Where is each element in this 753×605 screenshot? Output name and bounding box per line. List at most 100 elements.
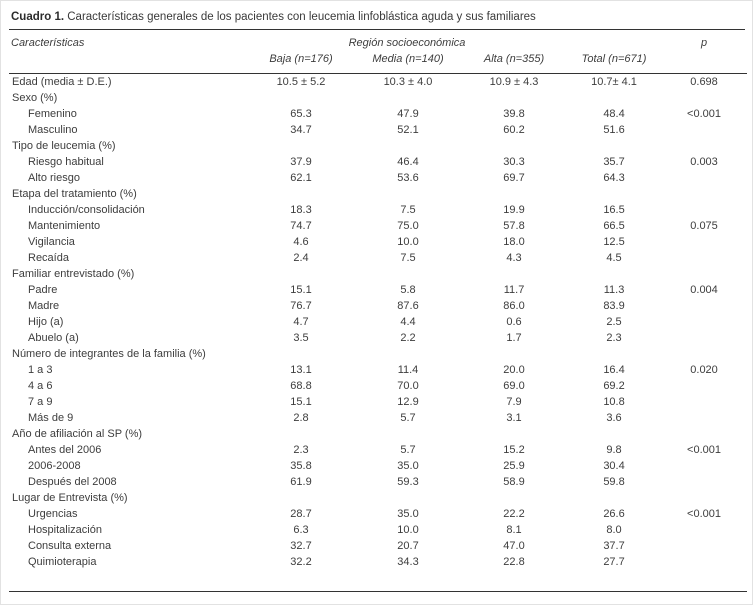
cell-total: 16.4: [603, 363, 625, 376]
cell-media: 10.0: [397, 523, 419, 536]
cell-alta: 19.9: [503, 203, 525, 216]
cell-media: 5.7: [400, 411, 416, 424]
table-row: Año de afiliación al SP (%): [9, 426, 747, 442]
row-label: Riesgo habitual: [28, 155, 104, 168]
table-row: Abuelo (a) 3.5 2.2 1.7 2.3: [9, 330, 747, 346]
cell-baja: 10.5 ± 5.2: [276, 75, 326, 88]
row-label: Antes del 2006: [28, 443, 102, 456]
row-label: Lugar de Entrevista (%): [12, 491, 128, 504]
cell-media: 5.7: [400, 443, 416, 456]
cell-alta: 4.3: [506, 251, 522, 264]
cell-total: 11.3: [603, 283, 625, 296]
table-row: Tipo de leucemia (%): [9, 138, 747, 154]
cell-p: [661, 298, 747, 314]
cell-alta: [461, 90, 567, 106]
cell-p: 0.020: [690, 363, 718, 376]
cell-total: 10.7± 4.1: [591, 75, 637, 88]
cell-baja: [247, 90, 355, 106]
cell-total: [567, 90, 661, 106]
cell-baja: [247, 138, 355, 154]
cell-media: 53.6: [397, 171, 419, 184]
cell-alta: 57.8: [503, 219, 525, 232]
cell-alta: 18.0: [503, 235, 525, 248]
cell-baja: 15.1: [290, 395, 312, 408]
cell-media: 35.0: [397, 459, 419, 472]
cell-alta: 7.9: [506, 395, 522, 408]
row-label: Más de 9: [28, 411, 74, 424]
cell-baja: 32.7: [290, 539, 312, 552]
cell-p: [661, 410, 747, 426]
cell-alta: 22.2: [503, 507, 525, 520]
table-row: Mantenimiento 74.7 75.0 57.8 66.5 0.075: [9, 218, 747, 234]
cell-baja: 76.7: [290, 299, 312, 312]
row-label: 4 a 6: [28, 379, 53, 392]
cell-media: 2.2: [400, 331, 416, 344]
row-label: Vigilancia: [28, 235, 75, 248]
cell-baja: [247, 186, 355, 202]
cell-alta: 8.1: [506, 523, 522, 536]
cell-p: [661, 426, 747, 442]
cell-p: [661, 538, 747, 554]
cell-total: 3.6: [606, 411, 622, 424]
table-row: Consulta externa 32.7 20.7 47.0 37.7: [9, 538, 747, 554]
cell-p: <0.001: [687, 507, 721, 520]
cell-p: [661, 330, 747, 346]
cell-p: 0.003: [690, 155, 718, 168]
cell-alta: 1.7: [506, 331, 522, 344]
cell-baja: 6.3: [293, 523, 309, 536]
column-header-p: p: [700, 37, 708, 49]
cell-total: [567, 266, 661, 282]
row-label: Quimioterapia: [28, 555, 97, 568]
cell-total: 4.5: [606, 251, 622, 264]
cell-p: [661, 202, 747, 218]
cell-p: [661, 554, 747, 570]
row-label: Consulta externa: [28, 539, 112, 552]
cell-baja: 65.3: [290, 107, 312, 120]
cell-baja: [247, 346, 355, 362]
cell-media: 35.0: [397, 507, 419, 520]
cell-media: 46.4: [397, 155, 419, 168]
row-label: 1 a 3: [28, 363, 53, 376]
cell-alta: 3.1: [506, 411, 522, 424]
cell-alta: 39.8: [503, 107, 525, 120]
cell-baja: 13.1: [290, 363, 312, 376]
cell-total: 26.6: [603, 507, 625, 520]
table-row: Riesgo habitual 37.9 46.4 30.3 35.7 0.00…: [9, 154, 747, 170]
table-row: Hijo (a) 4.7 4.4 0.6 2.5: [9, 314, 747, 330]
cell-baja: 37.9: [290, 155, 312, 168]
table-row: Recaída 2.4 7.5 4.3 4.5: [9, 250, 747, 266]
table-row: Familiar entrevistado (%): [9, 266, 747, 282]
cell-alta: 22.8: [503, 555, 525, 568]
cell-p: [661, 170, 747, 186]
cell-alta: 15.2: [503, 443, 525, 456]
cell-media: [355, 266, 461, 282]
table-row: 2006-2008 35.8 35.0 25.9 30.4: [9, 458, 747, 474]
cell-alta: [461, 490, 567, 506]
cell-baja: 35.8: [290, 459, 312, 472]
characteristics-table: Características Región socioeconómica p …: [9, 30, 748, 592]
cell-alta: 69.0: [503, 379, 525, 392]
cell-total: 9.8: [606, 443, 622, 456]
cell-total: 48.4: [603, 107, 625, 120]
cell-media: 47.9: [397, 107, 419, 120]
cell-media: [355, 346, 461, 362]
table-row: Alto riesgo 62.1 53.6 69.7 64.3: [9, 170, 747, 186]
cell-p: [661, 378, 747, 394]
cell-alta: 25.9: [503, 459, 525, 472]
cell-total: 27.7: [603, 555, 625, 568]
cell-p: [661, 266, 747, 282]
row-label: Etapa del tratamiento (%): [12, 187, 137, 200]
cell-alta: 30.3: [503, 155, 525, 168]
table-caption: Cuadro 1. Características generales de l…: [9, 8, 745, 30]
cell-total: 30.4: [603, 459, 625, 472]
cell-alta: [461, 426, 567, 442]
table-row: Número de integrantes de la familia (%): [9, 346, 747, 362]
table-row: Urgencias 28.7 35.0 22.2 26.6 <0.001: [9, 506, 747, 522]
table-row: Sexo (%): [9, 90, 747, 106]
table-row: 1 a 3 13.1 11.4 20.0 16.4 0.020: [9, 362, 747, 378]
cell-baja: 34.7: [290, 123, 312, 136]
cell-alta: 47.0: [503, 539, 525, 552]
table-row: Vigilancia 4.6 10.0 18.0 12.5: [9, 234, 747, 250]
cell-total: 12.5: [603, 235, 625, 248]
column-group-header-region: Región socioeconómica: [348, 37, 466, 49]
